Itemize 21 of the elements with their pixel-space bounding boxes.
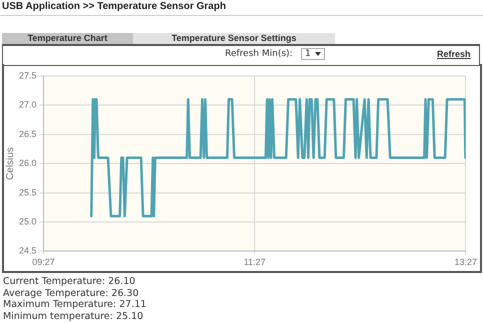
y-tick-label: 26.5 <box>18 128 37 139</box>
y-tick-label: 25.5 <box>18 187 37 198</box>
text: 1 <box>301 48 325 60</box>
text: Temperature Chart <box>2 33 133 44</box>
y-tick-label: 25.0 <box>18 216 37 226</box>
y-tick-label: 27.5 <box>18 70 37 80</box>
text: Average Temperature: 26.30 <box>3 288 140 299</box>
x-tick-label: 11:27 <box>244 257 266 268</box>
y-tick-label: 24.5 <box>18 246 37 256</box>
x-tick-label: 09:27 <box>32 257 55 268</box>
y-axis-title: Celsius <box>4 147 16 180</box>
text: Maximum Temperature: 27.11 <box>3 299 146 310</box>
text: Minimum temperature: 25.10 <box>3 310 144 322</box>
text: Current Temperature: 26.10 <box>3 276 136 288</box>
y-tick-label: 26.0 <box>18 158 37 168</box>
text: Temperature Sensor Settings <box>133 33 335 44</box>
x-tick-label: 13:27 <box>454 257 478 268</box>
text: Refresh Min(s): <box>225 49 293 59</box>
text: Refresh <box>437 49 471 59</box>
chart-title: USB Application >> Temperature Sensor Graph <box>2 1 226 12</box>
y-tick-label: 27.0 <box>18 100 37 110</box>
